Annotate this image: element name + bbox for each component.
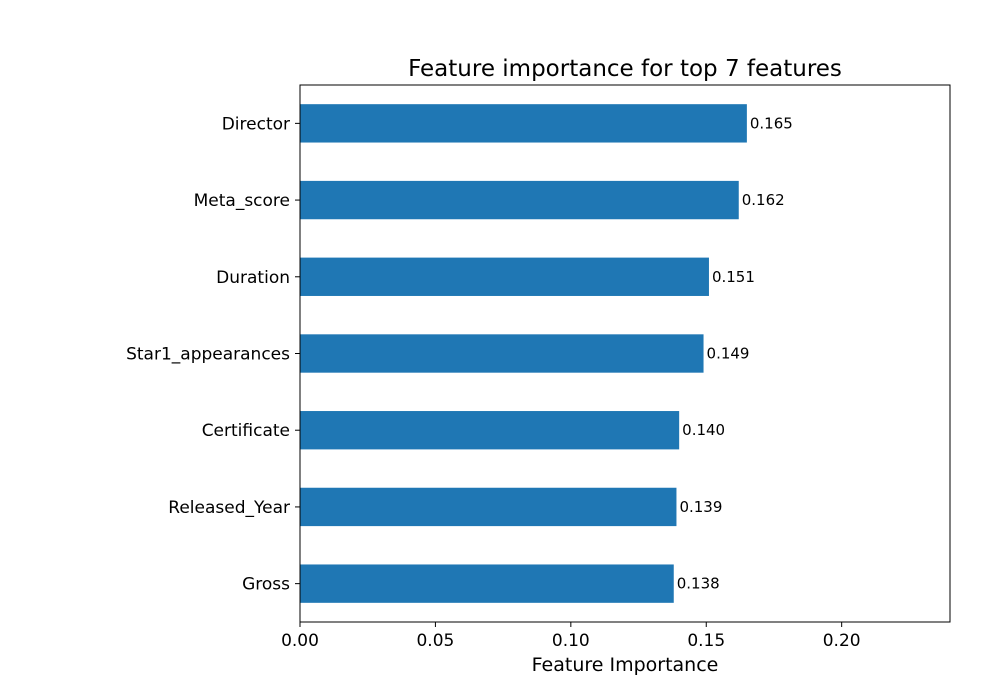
y-tick-label-certificate: Certificate <box>202 421 290 441</box>
axes-layer: Director Meta_score Duration Star1_appearan… <box>126 84 951 651</box>
x-tick-label-1: 0.05 <box>416 631 454 651</box>
value-label-duration: 0.151 <box>712 268 755 286</box>
bar-meta-score <box>300 180 739 220</box>
y-tick-label-meta-score: Meta_score <box>194 191 290 211</box>
y-tick-label-star1-appearances: Star1_appearances <box>126 345 290 365</box>
x-tick-label-3: 0.15 <box>687 631 725 651</box>
chart-title: Feature importance for top 7 features <box>408 56 842 82</box>
y-tick-label-gross: Gross <box>242 575 290 595</box>
x-axis-label: Feature Importance <box>532 654 719 676</box>
bar-director <box>300 104 747 143</box>
bar-gross <box>300 564 674 603</box>
bar-certificate <box>300 411 680 450</box>
value-label-gross: 0.138 <box>677 575 720 593</box>
y-tick-label-director: Director <box>222 114 290 134</box>
x-tick-label-4: 0.20 <box>823 631 861 651</box>
value-label-certificate: 0.140 <box>682 421 725 439</box>
y-tick-label-released-year: Released_Year <box>168 498 290 518</box>
x-tick-label-2: 0.10 <box>552 631 590 651</box>
y-tick-label-duration: Duration <box>216 268 290 288</box>
bar-duration <box>300 257 709 296</box>
bar-released-year <box>300 487 677 527</box>
value-label-director: 0.165 <box>750 114 793 132</box>
x-tick-label-0: 0.00 <box>281 631 319 651</box>
bar-star1-appearances <box>300 334 704 373</box>
value-label-meta-score: 0.162 <box>742 191 785 209</box>
bars-layer: 0.165 0.162 0.151 0.149 0.140 0.139 0.138 <box>300 104 793 603</box>
value-label-star1-appearances: 0.149 <box>707 345 750 363</box>
plot-frame <box>299 84 951 623</box>
value-label-released-year: 0.139 <box>679 498 722 516</box>
